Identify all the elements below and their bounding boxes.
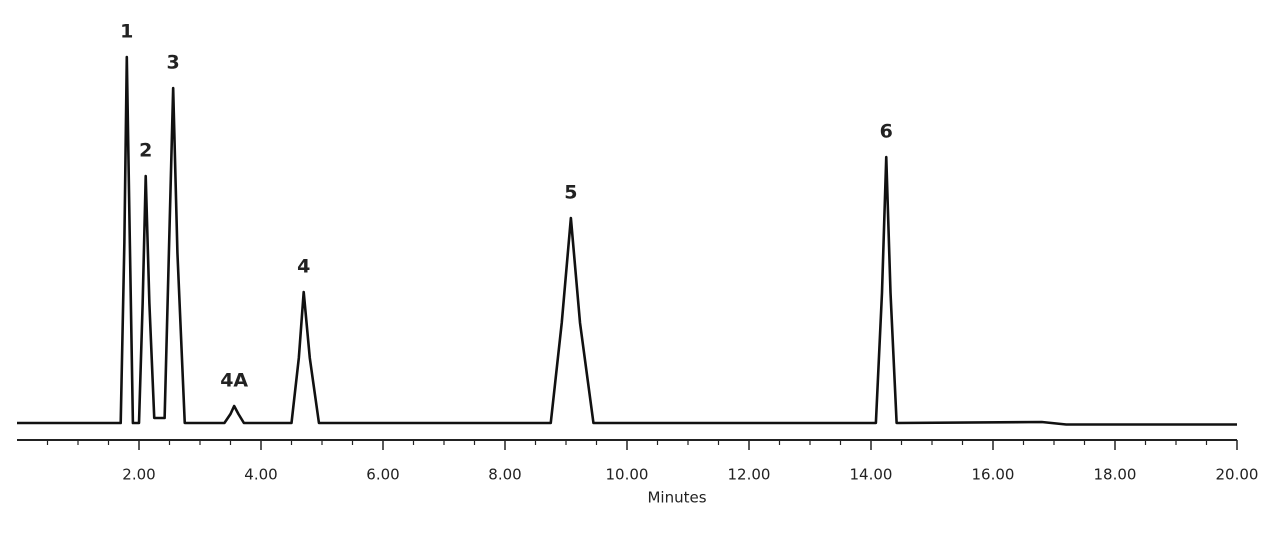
peak-label: 4A (220, 370, 248, 392)
peak-label: 4 (297, 256, 310, 278)
trace (17, 55, 1237, 426)
x-tick-label: 20.00 (1216, 466, 1259, 484)
peak-label: 6 (880, 121, 893, 143)
x-tick-label: 8.00 (488, 466, 521, 484)
peak-label: 3 (167, 52, 180, 74)
x-axis-label: Minutes (647, 489, 706, 507)
x-tick-label: 4.00 (244, 466, 277, 484)
x-tick-label: 12.00 (728, 466, 771, 484)
x-tick-label: 6.00 (366, 466, 399, 484)
peak-label: 2 (139, 140, 152, 162)
x-tick-label: 10.00 (606, 466, 649, 484)
x-tick-label: 14.00 (850, 466, 893, 484)
peak-label: 1 (120, 21, 133, 43)
x-tick-label: 18.00 (1094, 466, 1137, 484)
x-tick-label: 16.00 (972, 466, 1015, 484)
x-tick-label: 2.00 (122, 466, 155, 484)
peak-label: 5 (564, 182, 577, 204)
